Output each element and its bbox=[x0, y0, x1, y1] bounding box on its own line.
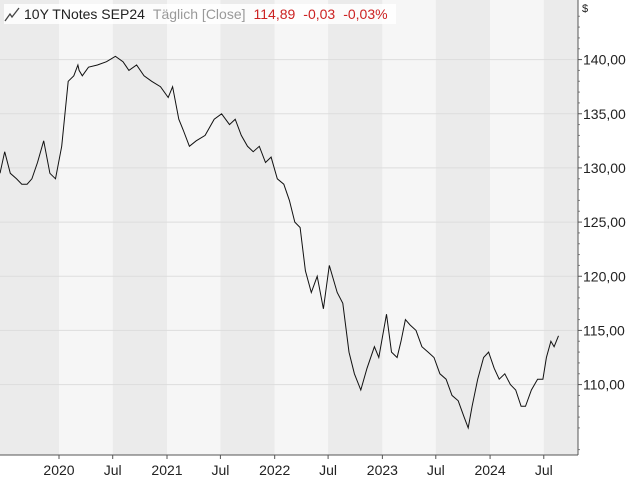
y-tick-label: 130,00 bbox=[583, 160, 626, 176]
y-tick-label: 125,00 bbox=[583, 214, 626, 230]
x-tick-label: 2023 bbox=[367, 462, 398, 478]
chart-header: 10Y TNotes SEP24 Täglich [Close] 114,89 … bbox=[4, 4, 396, 24]
period-band bbox=[543, 0, 578, 455]
x-tick-label: 2020 bbox=[43, 462, 74, 478]
period-band bbox=[490, 0, 544, 455]
instrument-name: 10Y TNotes SEP24 bbox=[24, 6, 145, 22]
x-tick-label: Jul bbox=[427, 462, 445, 478]
y-tick-label: 140,00 bbox=[583, 52, 626, 68]
x-axis: 2020 Jul 2021 Jul 2022 Jul 2023 Jul 2024 Jul bbox=[0, 454, 578, 478]
period-band bbox=[112, 0, 167, 455]
grid-lines bbox=[0, 59, 578, 386]
line-chart-icon bbox=[4, 7, 20, 22]
y-tick-label: 110,00 bbox=[583, 377, 625, 393]
last-price: 114,89 bbox=[253, 6, 296, 22]
y-tick-label: 120,00 bbox=[583, 268, 626, 284]
period-band bbox=[59, 0, 113, 455]
x-tick-label: 2024 bbox=[474, 462, 505, 478]
y-tick-label: 115,00 bbox=[583, 322, 625, 338]
y-tick-label: 135,00 bbox=[583, 106, 626, 122]
price-change-percent: -0,03% bbox=[343, 6, 388, 22]
price-change: -0,03 bbox=[303, 6, 336, 22]
x-tick-label: Jul bbox=[319, 462, 337, 478]
x-tick-label: 2022 bbox=[259, 462, 290, 478]
period-band bbox=[435, 0, 491, 455]
x-tick-label: 2021 bbox=[151, 462, 182, 478]
period-band bbox=[382, 0, 436, 455]
currency-label: $ bbox=[582, 3, 589, 15]
y-axis: 110,00 115,00 120,00 125,00 130,00 135,00 140,… bbox=[577, 0, 626, 455]
x-tick-label: Jul bbox=[211, 462, 229, 478]
x-tick-label: Jul bbox=[104, 462, 122, 478]
period-label: Täglich [Close] bbox=[152, 6, 246, 22]
x-tick-label: Jul bbox=[535, 462, 553, 478]
price-line bbox=[0, 55, 559, 430]
period-band bbox=[0, 0, 60, 455]
period-band bbox=[220, 0, 275, 455]
period-band bbox=[166, 0, 221, 455]
period-band bbox=[328, 0, 383, 455]
period-band bbox=[274, 0, 329, 455]
